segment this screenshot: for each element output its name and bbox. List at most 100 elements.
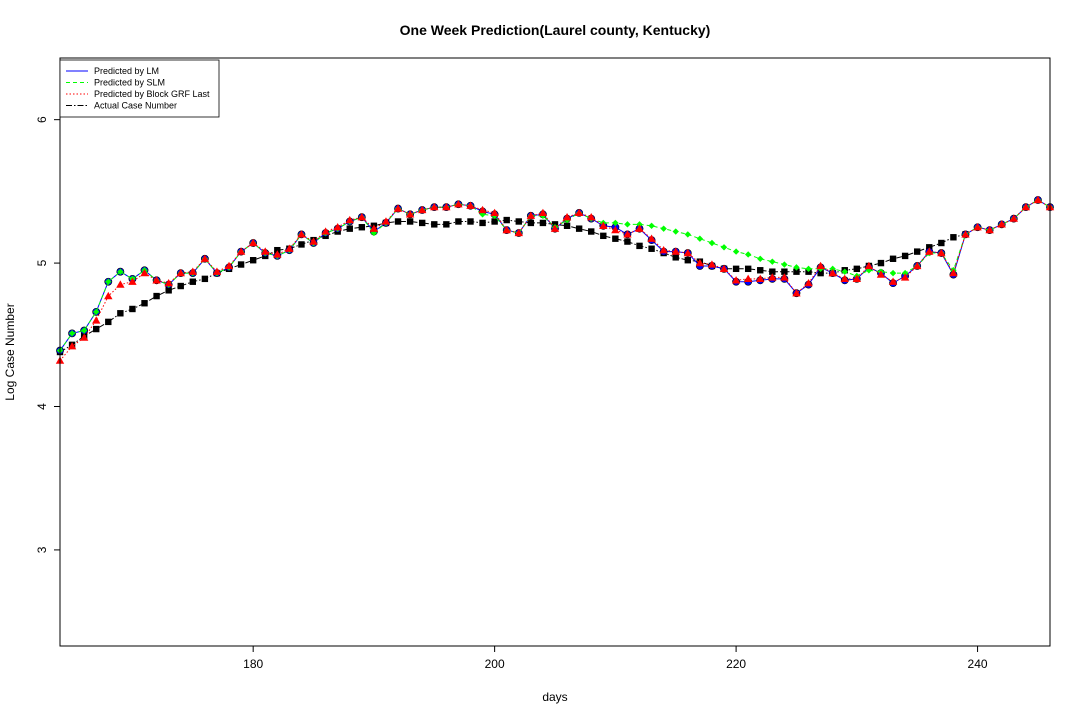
point-3-20: [298, 241, 305, 248]
point-2-41: [550, 224, 560, 232]
point-2-67: [864, 261, 874, 270]
y-tick-label-2: 5: [35, 259, 49, 266]
point-2-45: [599, 221, 608, 229]
point-2-78: [997, 220, 1006, 228]
point-1-46: [612, 219, 619, 227]
point-2-81: [1033, 195, 1043, 204]
point-2-62: [804, 278, 813, 287]
point-2-13: [212, 267, 222, 275]
point-1-49: [648, 222, 655, 229]
point-2-5: [116, 280, 125, 288]
point-3-10: [177, 282, 184, 290]
point-3-34: [467, 218, 474, 225]
point-2-61: [792, 289, 801, 297]
point-1-69: [889, 269, 897, 277]
point-2-33: [454, 200, 463, 208]
point-2-40: [538, 208, 548, 217]
point-3-16: [249, 257, 257, 264]
point-3-56: [732, 265, 740, 273]
point-3-39: [527, 219, 535, 227]
point-2-53: [695, 258, 705, 267]
point-3-9: [165, 287, 172, 294]
point-2-65: [840, 274, 849, 283]
point-3-4: [105, 318, 112, 326]
point-2-4: [104, 291, 113, 300]
point-3-42: [563, 222, 571, 229]
legend-box: [59, 59, 220, 118]
point-2-16: [248, 238, 258, 247]
point-1-4: [105, 278, 112, 285]
point-2-39: [526, 211, 536, 219]
point-1-54: [708, 239, 716, 247]
point-3-11: [189, 278, 197, 285]
point-3-3: [93, 325, 100, 333]
point-1-51: [672, 228, 679, 235]
point-2-52: [683, 248, 693, 257]
point-2-6: [128, 277, 137, 285]
point-2-7: [140, 268, 149, 277]
point-2-27: [381, 217, 391, 225]
x-tick-label-0: 180: [243, 657, 263, 671]
point-2-60: [780, 273, 789, 281]
point-3-15: [237, 261, 245, 268]
point-2-12: [200, 254, 210, 262]
point-2-36: [490, 208, 499, 217]
point-3-51: [672, 254, 679, 261]
series-line-3: [59, 219, 966, 353]
point-3-57: [744, 265, 752, 273]
point-3-61: [793, 268, 800, 275]
y-tick-label-3: 6: [35, 116, 49, 123]
point-2-59: [768, 273, 777, 281]
point-3-73: [938, 239, 945, 247]
point-1-53: [696, 235, 704, 242]
y-axis-label: Log Case Number: [3, 303, 17, 400]
point-1-47: [624, 221, 631, 228]
point-2-46: [611, 225, 620, 234]
y-tick-label-0: 3: [35, 546, 49, 553]
point-2-77: [985, 225, 994, 234]
x-axis-label: days: [542, 690, 567, 704]
point-2-68: [876, 270, 886, 278]
y-tick-label-1: 4: [35, 403, 49, 410]
point-1-57: [744, 251, 752, 258]
point-1-58: [757, 255, 764, 262]
point-2-22: [321, 227, 330, 235]
point-2-72: [925, 247, 934, 255]
point-3-24: [346, 225, 353, 232]
point-3-60: [781, 268, 788, 275]
point-3-59: [769, 268, 776, 275]
legend: Predicted by LM Predicted by SLMPredicted…: [59, 59, 220, 118]
point-1-64: [829, 265, 836, 273]
point-2-25: [357, 212, 367, 221]
point-2-55: [719, 264, 729, 272]
point-2-64: [828, 268, 837, 277]
point-2-42: [562, 212, 572, 221]
series-line-2: [59, 199, 1051, 361]
point-3-71: [913, 248, 921, 255]
point-3-36: [491, 218, 498, 225]
point-2-26: [369, 224, 379, 232]
point-2-20: [297, 230, 306, 238]
point-2-1: [67, 342, 77, 350]
series-3: [56, 216, 969, 356]
point-2-57: [743, 274, 753, 283]
point-3-6: [129, 305, 136, 313]
chart-title: One Week Prediction(Laurel county, Kentu…: [400, 22, 711, 38]
point-3-5: [117, 310, 124, 317]
point-3-68: [877, 259, 885, 267]
series-layer: [55, 195, 1055, 364]
point-3-47: [624, 238, 631, 245]
point-3-38: [515, 218, 522, 225]
point-2-43: [574, 208, 584, 217]
series-2: [55, 195, 1055, 364]
point-2-73: [937, 248, 946, 257]
point-3-18: [274, 246, 281, 254]
point-1-62: [805, 265, 812, 273]
point-2-35: [478, 205, 487, 214]
point-2-31: [430, 202, 439, 211]
point-3-8: [153, 292, 160, 300]
point-2-69: [888, 277, 898, 285]
axes-layer: 180 200 220 240 3 4 5 6: [35, 116, 988, 671]
point-3-48: [636, 242, 643, 250]
point-3-58: [757, 267, 764, 274]
